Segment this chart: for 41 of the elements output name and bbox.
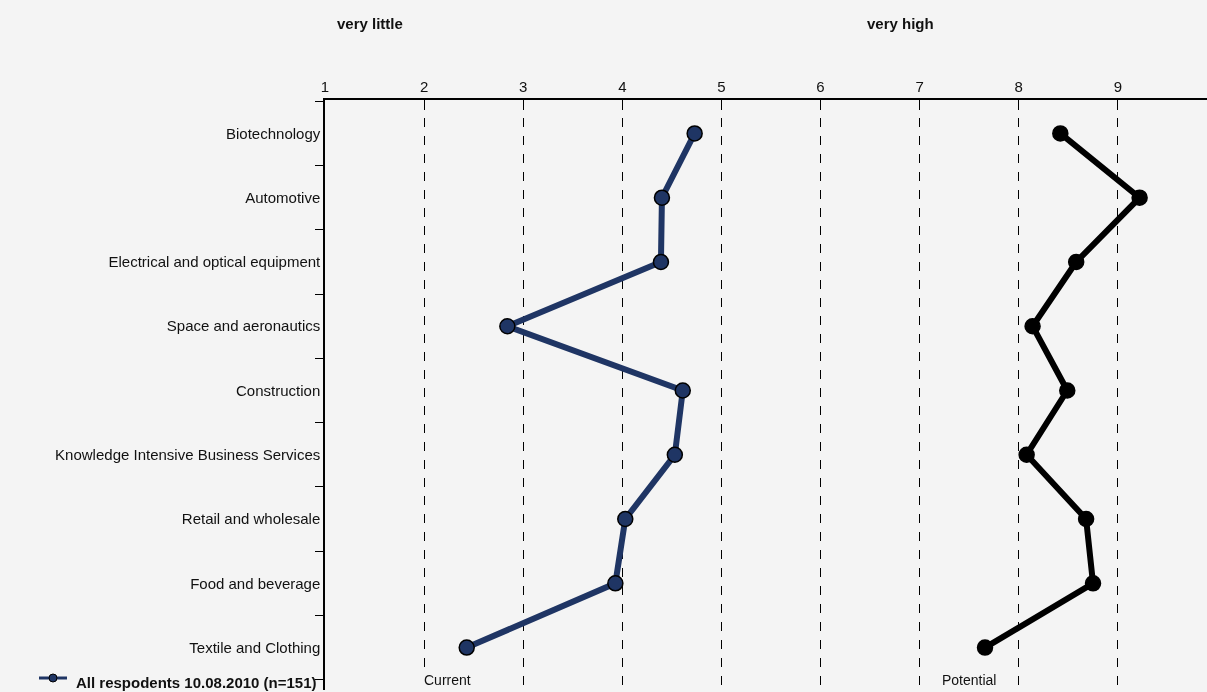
series-label: Current [424,672,471,688]
point [1052,125,1069,142]
point [1077,510,1095,528]
y-tick-label: Automotive [245,188,321,206]
point [674,382,692,399]
point [976,639,994,656]
point [686,125,703,142]
x-tick-label: 5 [717,78,726,96]
x-tick-label: 6 [816,78,825,96]
point [1018,446,1035,464]
y-tick-label: Construction [236,381,321,399]
x-tick-label: 3 [519,78,528,96]
point [499,317,516,335]
point [607,575,624,592]
point [617,510,634,528]
y-tick-label: Retail and wholesale [181,510,321,528]
x-tick-label: 8 [1014,78,1023,96]
y-tick-label: Knowledge Intensive Business Services [55,446,321,464]
point [666,446,684,464]
y-tick-label: Biotechnology [226,124,321,142]
y-tick-label: Food and beverage [190,574,321,592]
point [1067,253,1085,271]
y-tick-label: Textile and Clothing [189,638,321,656]
point [1059,382,1076,399]
point [1131,189,1148,206]
x-tick-label: 1 [320,78,330,96]
x-tick-label: 4 [618,78,627,96]
point [458,639,475,656]
text: All respodents 10.08.2010 (n=151) [76,674,317,691]
y-tick-label: Space and aeronautics [166,317,321,335]
point [1084,575,1102,592]
point [652,253,670,271]
x-tick-label: 7 [915,78,924,96]
point [1024,317,1041,335]
x-tick-label: 2 [419,78,429,96]
point [653,189,671,206]
text: very high [867,15,934,32]
series-label: Potential [942,672,997,688]
y-tick-label: Electrical and optical equipment [108,253,322,271]
x-tick-label: 9 [1113,78,1122,96]
text: very little [337,15,403,32]
